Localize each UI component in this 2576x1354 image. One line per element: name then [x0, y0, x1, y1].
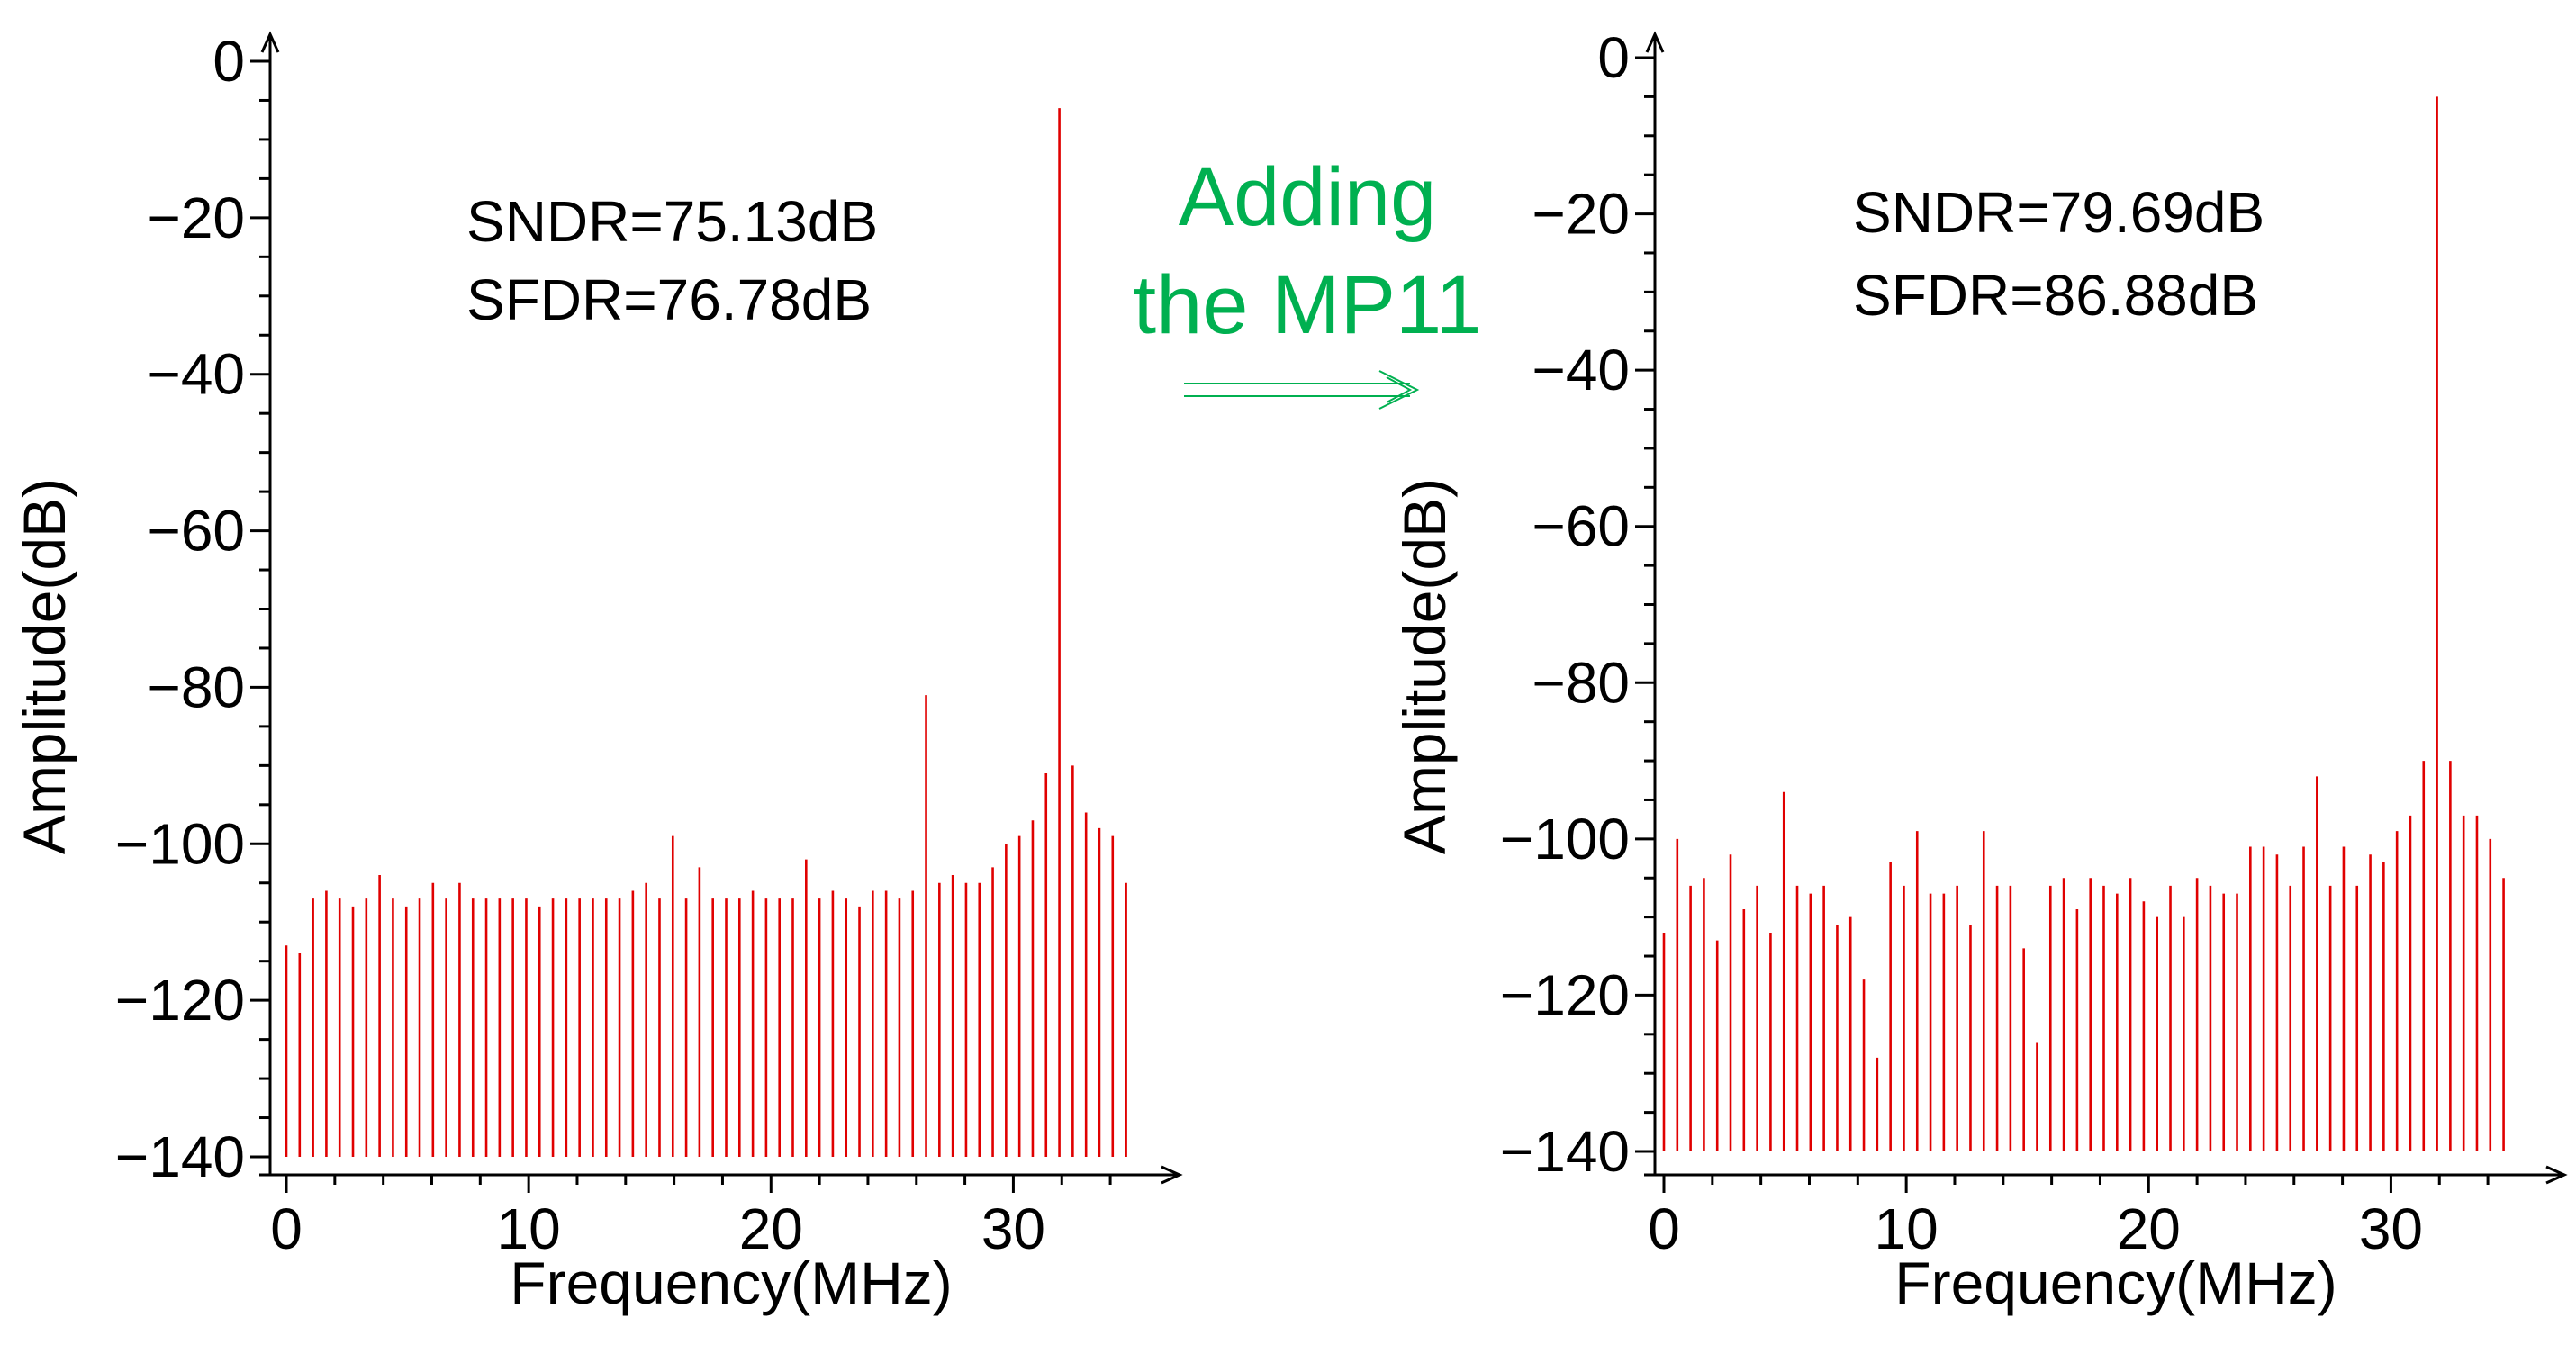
stems-after [1662, 96, 2505, 1151]
y-axis-before: 0 −20 −40 −60 −80 −100 −120 −140 [115, 29, 280, 1189]
x-axis-label-after: Frequency(MHz) [1894, 1250, 2336, 1316]
x-axis-after: 0 10 20 30 [1644, 1165, 2568, 1261]
y-axis-label-after: Amplitude(dB) [1391, 478, 1458, 854]
annotation-adding: Adding [1179, 151, 1436, 243]
x-tick-label: 0 [270, 1196, 303, 1261]
y-tick-label: −60 [147, 499, 245, 564]
x-axis-before: 0 10 20 30 [259, 1165, 1183, 1261]
y-tick-label: −140 [1500, 1119, 1630, 1184]
sfdr-label-after: SFDR=86.88dB [1853, 263, 2258, 328]
x-axis-arrow-icon [2545, 1165, 2568, 1185]
improvement-annotation: Adding the MP11 [1134, 151, 1482, 410]
stems-before [285, 108, 1127, 1157]
chart-before: 0 −20 −40 −60 −80 −100 −120 −140 0 10 20 30 Amplit… [11, 29, 1183, 1316]
y-axis-arrow-icon [1645, 31, 1665, 53]
y-tick-label: −40 [1532, 338, 1630, 402]
x-tick-label: 30 [2359, 1196, 2423, 1261]
y-axis-arrow-icon [260, 31, 280, 53]
y-tick-label: −80 [147, 654, 245, 719]
sfdr-label-before: SFDR=76.78dB [466, 267, 872, 332]
y-tick-label: −80 [1532, 650, 1630, 715]
x-tick-label: 0 [1648, 1196, 1680, 1261]
y-tick-label: −40 [147, 342, 245, 407]
right-arrow-icon [1184, 370, 1420, 410]
y-tick-label: −140 [115, 1124, 245, 1189]
chart-after: 0 −20 −40 −60 −80 −100 −120 −140 0 10 20 30 Amplit… [1391, 25, 2568, 1316]
x-tick-label: 10 [1875, 1196, 1939, 1261]
y-tick-label: −60 [1532, 494, 1630, 559]
sndr-label-after: SNDR=79.69dB [1853, 180, 2264, 245]
sndr-label-before: SNDR=75.13dB [466, 189, 878, 254]
x-tick-label: 10 [497, 1196, 561, 1261]
y-tick-label: −20 [147, 185, 245, 250]
y-tick-label: −20 [1532, 182, 1630, 247]
y-tick-label: −120 [115, 968, 245, 1033]
x-tick-label: 20 [2117, 1196, 2181, 1261]
y-tick-label: −100 [115, 811, 245, 876]
x-axis-label-before: Frequency(MHz) [510, 1250, 952, 1316]
x-tick-label: 30 [981, 1196, 1045, 1261]
x-tick-label: 20 [739, 1196, 803, 1261]
y-axis-label-before: Amplitude(dB) [11, 478, 77, 854]
x-axis-arrow-icon [1161, 1165, 1183, 1185]
y-tick-label: 0 [1597, 25, 1630, 90]
annotation-the-mp11: the MP11 [1134, 259, 1482, 351]
y-tick-label: −100 [1500, 807, 1630, 871]
y-axis-after: 0 −20 −40 −60 −80 −100 −120 −140 [1500, 25, 1665, 1184]
y-tick-label: 0 [212, 29, 245, 94]
y-tick-label: −120 [1500, 962, 1630, 1027]
